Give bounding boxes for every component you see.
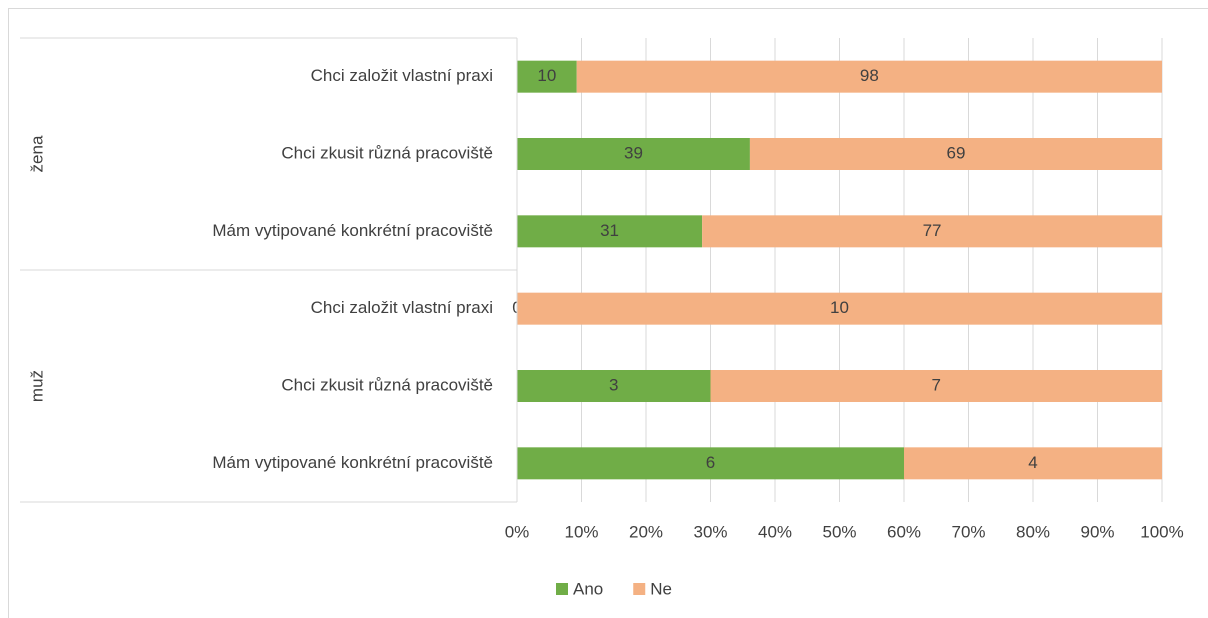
legend-swatch — [633, 583, 646, 595]
legend-label: Ano — [573, 579, 603, 598]
x-tick-label: 80% — [1016, 522, 1050, 541]
data-label: 6 — [706, 453, 715, 472]
bar-segment — [749, 138, 1162, 170]
chart-frame — [8, 8, 1208, 618]
y-tick-label: Mám vytipované konkrétní pracoviště — [212, 221, 493, 240]
bar-segment — [904, 447, 1162, 480]
group-label: muž — [27, 370, 46, 402]
bar-segment — [517, 138, 750, 170]
y-tick-label: Chci založit vlastní praxi — [311, 298, 493, 317]
bar-segment — [702, 215, 1162, 248]
x-tick-label: 70% — [951, 522, 985, 541]
data-label: 10 — [537, 66, 556, 85]
bar-segment — [517, 370, 711, 402]
bar-segment — [576, 60, 1162, 93]
data-label: 39 — [624, 143, 643, 162]
data-label: 69 — [946, 143, 965, 162]
data-label: 10 — [830, 298, 849, 317]
x-tick-label: 40% — [758, 522, 792, 541]
data-label: 77 — [923, 221, 942, 240]
bar-segment — [710, 370, 1162, 402]
y-tick-label: Chci zkusit různá pracoviště — [281, 375, 493, 394]
x-tick-label: 20% — [629, 522, 663, 541]
group-label: žena — [27, 135, 46, 172]
data-label: 31 — [600, 221, 619, 240]
x-tick-label: 30% — [693, 522, 727, 541]
bar-segment — [517, 215, 703, 248]
y-tick-label: Mám vytipované konkrétní pracoviště — [212, 453, 493, 472]
legend-swatch — [556, 583, 568, 595]
data-label: 98 — [860, 66, 879, 85]
bar-segment — [517, 447, 904, 480]
x-tick-label: 0% — [505, 522, 530, 541]
data-label: 7 — [932, 375, 941, 394]
x-tick-label: 50% — [822, 522, 856, 541]
x-tick-label: 60% — [887, 522, 921, 541]
y-tick-label: Chci zkusit různá pracoviště — [281, 143, 493, 162]
legend-label: Ne — [650, 579, 672, 598]
bar-segment — [517, 60, 577, 93]
x-tick-label: 100% — [1140, 522, 1183, 541]
data-label: 4 — [1028, 453, 1037, 472]
bar-segment — [517, 292, 1162, 325]
x-tick-label: 90% — [1080, 522, 1114, 541]
x-tick-label: 10% — [564, 522, 598, 541]
data-label: 3 — [609, 375, 618, 394]
y-tick-label: Chci založit vlastní praxi — [311, 66, 493, 85]
